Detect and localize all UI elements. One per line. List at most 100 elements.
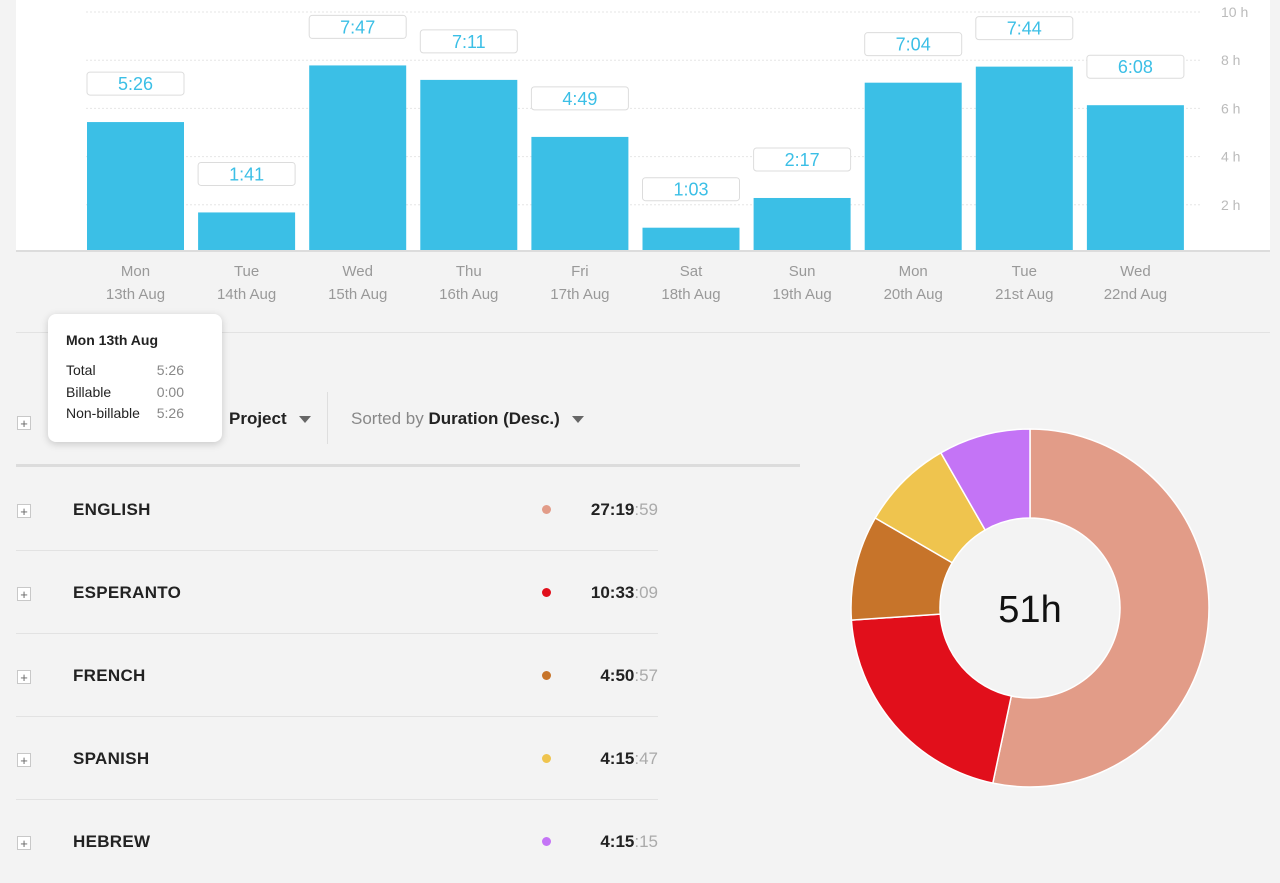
project-name: HEBREW [73, 832, 151, 851]
duration-main: 27:19 [590, 500, 635, 519]
sort-dropdown[interactable]: Sorted by Duration (Desc.) [351, 409, 584, 429]
row-divider [16, 716, 658, 717]
bar-value-label: 1:41 [229, 164, 264, 184]
donut-slice [850, 613, 1013, 784]
tooltip-label: Non-billable [66, 405, 140, 421]
bar [87, 122, 184, 250]
duration-seconds: :15 [634, 832, 658, 851]
duration-main: 4:15 [600, 749, 635, 768]
x-tick-date: 22nd Aug [1104, 286, 1167, 303]
bar [642, 227, 740, 250]
bar-value-label: 1:03 [673, 180, 708, 200]
x-tick-date: 16th Aug [439, 286, 498, 303]
x-tick-date: 19th Aug [772, 286, 831, 303]
bar [309, 65, 407, 250]
bar-value-box [642, 177, 740, 202]
bar [864, 82, 962, 250]
bar-value-box [419, 29, 518, 54]
bar-value-label: 7:47 [340, 17, 375, 37]
bar-value-box [864, 32, 963, 57]
project-row[interactable]: + SPANISH 4:15:47 [16, 717, 658, 800]
chevron-down-icon [571, 416, 584, 424]
x-tick-day: Wed [342, 263, 373, 280]
expand-row-icon[interactable]: + [17, 670, 31, 684]
bar [531, 136, 629, 250]
donut-slice [939, 428, 1031, 531]
project-name: ENGLISH [73, 500, 151, 519]
x-tick-date: 17th Aug [550, 286, 609, 303]
project-color-dot [542, 505, 551, 514]
expand-all-icon[interactable]: + [17, 416, 31, 430]
bar-value-box [1086, 54, 1185, 79]
daily-bar-chart: 2 h 4 h 6 h 8 h 10 h 5:26 1:41 7:47 7:11 4:49 1:03… [16, 0, 1270, 250]
tooltip-value: 0:00 [156, 384, 184, 400]
sort-prefix: Sorted by [351, 409, 424, 428]
project-name: SPANISH [73, 749, 150, 768]
bar-value-box [197, 161, 296, 186]
y-tick-label: 4 h [1221, 149, 1240, 165]
project-duration: 4:15:47 [600, 717, 658, 800]
expand-row-icon[interactable]: + [17, 587, 31, 601]
x-tick-date: 21st Aug [995, 286, 1053, 303]
bar-value-box [753, 147, 852, 172]
tooltip-label: Total [66, 362, 96, 378]
bar [1086, 105, 1184, 250]
project-color-dot [542, 671, 551, 680]
x-tick-day: Mon [121, 263, 150, 280]
expand-row-icon[interactable]: + [17, 836, 31, 850]
group-by-label: Project [229, 409, 287, 428]
project-name: ESPERANTO [73, 583, 182, 602]
bar-value-label: 7:44 [1007, 19, 1042, 39]
project-row[interactable]: + ESPERANTO 10:33:09 [16, 551, 658, 634]
bar [198, 212, 296, 250]
duration-main: 4:50 [600, 666, 635, 685]
bar-value-box [308, 14, 407, 39]
bar-value-box [86, 71, 185, 96]
duration-seconds: :57 [634, 666, 658, 685]
row-divider [16, 633, 658, 634]
bar-tooltip: Mon 13th Aug Total 5:26 Billable 0:00 No… [48, 314, 222, 442]
x-tick-day: Thu [456, 263, 482, 280]
bar-value-label: 7:11 [452, 32, 486, 52]
project-row[interactable]: + FRENCH 4:50:57 [16, 634, 658, 717]
project-color-dot [542, 588, 551, 597]
bar [753, 197, 851, 250]
bar [420, 79, 518, 250]
tooltip-value: 5:26 [156, 362, 184, 378]
control-separator [327, 392, 328, 444]
y-tick-label: 10 h [1221, 4, 1248, 20]
group-by-dropdown[interactable]: Project [229, 409, 311, 429]
tooltip-title: Mon 13th Aug [66, 332, 159, 348]
x-tick-day: Wed [1120, 263, 1151, 280]
expand-row-icon[interactable]: + [17, 504, 31, 518]
row-divider [16, 799, 658, 800]
row-divider [16, 550, 658, 551]
donut-center-label: 51h [998, 589, 1061, 631]
x-tick-date: 15th Aug [328, 286, 387, 303]
bar-value-label: 7:04 [896, 35, 931, 55]
expand-row-icon[interactable]: + [17, 753, 31, 767]
x-tick-date: 13th Aug [106, 286, 165, 303]
chevron-down-icon [298, 416, 311, 424]
bar-value-label: 6:08 [1118, 57, 1153, 77]
bar-chart-svg: 2 h 4 h 6 h 8 h 10 h 5:26 1:41 7:47 7:11 4:49 1:03… [86, 4, 1248, 250]
tooltip-row-non-billable: Non-billable 5:26 [66, 405, 204, 425]
x-tick-day: Tue [234, 263, 259, 280]
project-name: FRENCH [73, 666, 146, 685]
bar-value-label: 2:17 [785, 150, 820, 170]
duration-seconds: :47 [634, 749, 658, 768]
project-duration: 27:19:59 [591, 468, 658, 551]
project-color-dot [542, 754, 551, 763]
bar [975, 66, 1073, 250]
tooltip-label: Billable [66, 384, 112, 400]
x-tick-day: Fri [571, 263, 589, 280]
y-tick-label: 8 h [1221, 52, 1240, 68]
duration-main: 10:33 [590, 583, 635, 602]
bar-value-box [530, 86, 629, 111]
x-tick-date: 20th Aug [884, 286, 943, 303]
project-duration: 10:33:09 [591, 551, 658, 634]
list-header-separator [16, 464, 800, 467]
x-tick-day: Tue [1012, 263, 1037, 280]
project-row[interactable]: + ENGLISH 27:19:59 [16, 468, 658, 551]
project-row[interactable]: + HEBREW 4:15:15 [16, 800, 658, 883]
